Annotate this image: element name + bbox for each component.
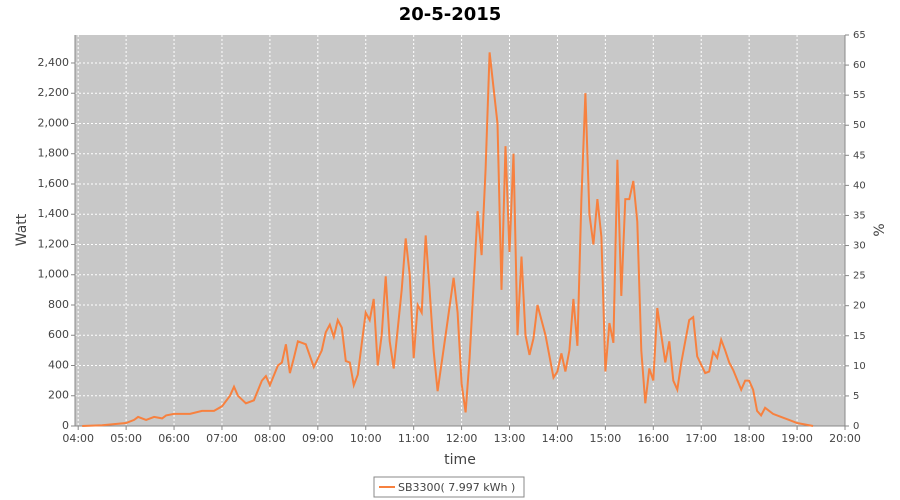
y2-tick-label: 15	[853, 331, 866, 342]
x-tick-label: 17:00	[685, 432, 717, 445]
x-tick-label: 08:00	[254, 432, 286, 445]
y2-tick-label: 60	[853, 60, 866, 71]
series-line	[82, 52, 814, 427]
y-tick-label: 0	[62, 419, 69, 432]
y-tick-label: 600	[48, 328, 69, 341]
y-tick-label: 1,000	[38, 268, 70, 281]
legend-label: SB3300( 7.997 kWh )	[398, 481, 515, 494]
y2-tick-label: 30	[853, 241, 866, 252]
y-tick-label: 1,400	[38, 207, 70, 220]
y-tick-label: 1,600	[38, 177, 70, 190]
x-tick-label: 13:00	[494, 432, 526, 445]
x-tick-label: 09:00	[302, 432, 334, 445]
y2-tick-label: 50	[853, 120, 866, 131]
y2-tick-label: 25	[853, 271, 866, 282]
x-tick-label: 18:00	[733, 432, 765, 445]
x-tick-label: 10:00	[350, 432, 382, 445]
y2-tick-label: 45	[853, 150, 866, 161]
x-tick-label: 06:00	[158, 432, 190, 445]
legend	[373, 476, 525, 498]
x-tick-label: 16:00	[637, 432, 669, 445]
x-tick-label: 05:00	[110, 432, 142, 445]
y2-tick-label: 55	[853, 90, 866, 101]
y-axis-label: Watt	[14, 213, 30, 246]
y-tick-label: 800	[48, 298, 69, 311]
y-tick-label: 2,000	[38, 116, 70, 129]
x-tick-label: 15:00	[590, 432, 622, 445]
y2-tick-label: 0	[853, 421, 859, 432]
x-tick-label: 11:00	[398, 432, 430, 445]
y2-tick-label: 65	[853, 30, 866, 41]
y-tick-label: 1,200	[38, 237, 70, 250]
y-tick-label: 1,800	[38, 147, 70, 160]
x-tick-label: 19:00	[781, 432, 813, 445]
y2-tick-label: 35	[853, 210, 866, 221]
y-tick-label: 2,400	[38, 56, 70, 69]
x-tick-label: 14:00	[542, 432, 574, 445]
x-axis-label: time	[444, 452, 476, 468]
x-tick-label: 07:00	[206, 432, 238, 445]
x-tick-label: 12:00	[446, 432, 478, 445]
x-tick-label: 20:00	[829, 432, 861, 445]
y-tick-label: 400	[48, 358, 69, 371]
y-tick-label: 200	[48, 389, 69, 402]
chart-title: 20-5-2015	[399, 4, 502, 25]
y2-tick-label: 10	[853, 361, 866, 372]
x-tick-label: 04:00	[62, 432, 94, 445]
y-tick-label: 2,200	[38, 86, 70, 99]
y2-axis-label: %	[872, 223, 888, 236]
y2-tick-label: 20	[853, 301, 866, 312]
y2-tick-label: 40	[853, 180, 866, 191]
y2-tick-label: 5	[853, 391, 859, 402]
